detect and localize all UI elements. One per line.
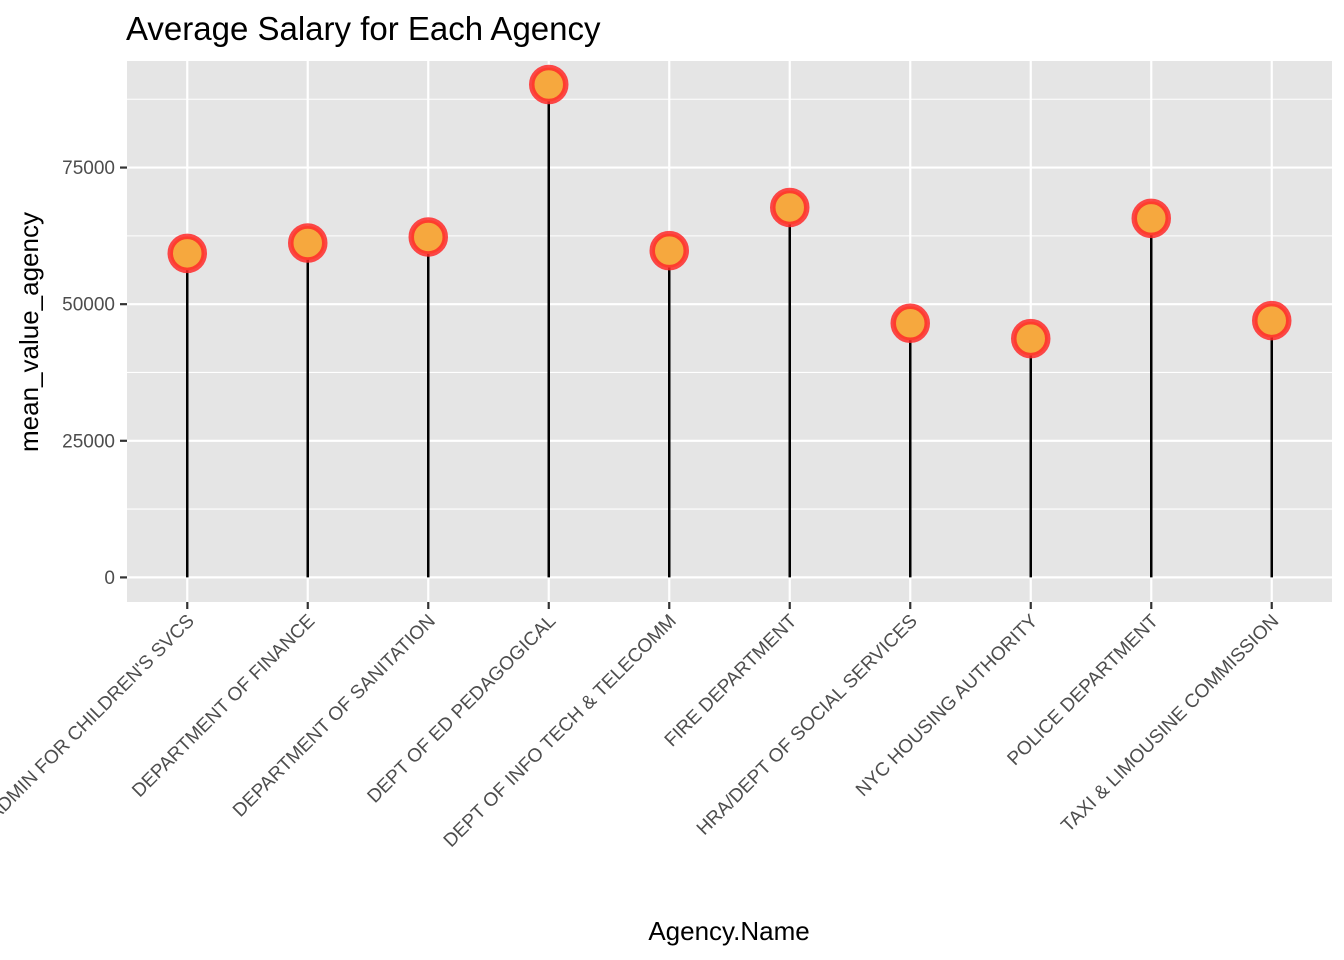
lollipop-point xyxy=(1252,300,1292,341)
x-tick-label: HRA/DEPT OF SOCIAL SERVICES xyxy=(693,611,922,840)
lollipop-point xyxy=(1011,318,1051,359)
y-tick-label: 50000 xyxy=(62,295,115,316)
lollipop-point xyxy=(649,230,689,271)
y-axis: 0 25000 50000 75000 xyxy=(62,158,127,589)
lollipop-point xyxy=(167,233,207,274)
y-tick-label: 75000 xyxy=(62,158,115,179)
points xyxy=(167,64,1292,359)
lollipop-point xyxy=(770,187,810,228)
plot-panel xyxy=(127,61,1332,602)
x-tick-label: DEPT OF ED PEDAGOGICAL xyxy=(364,611,561,808)
x-tick-label: DEPT OF INFO TECH & TELECOMM xyxy=(440,611,681,852)
lollipop-point xyxy=(288,223,328,263)
x-tick-label: TAXI & LIMOUSINE COMMISSION xyxy=(1057,611,1283,837)
lollipop-point xyxy=(408,217,448,257)
lollipop-point xyxy=(890,303,930,344)
lollipop-point xyxy=(529,64,569,105)
y-axis-title: mean_value_agency xyxy=(14,212,44,452)
y-tick-label: 25000 xyxy=(62,431,115,452)
stems xyxy=(186,84,1273,578)
chart-title: Average Salary for Each Agency xyxy=(126,10,601,47)
x-axis-title: Agency.Name xyxy=(648,916,809,946)
x-tick-label: ADMIN FOR CHILDREN'S SVCS xyxy=(0,611,199,825)
lollipop-point xyxy=(1131,198,1171,239)
x-tick-label: FIRE DEPARTMENT xyxy=(661,610,802,751)
y-tick-label: 0 xyxy=(104,568,115,589)
x-tick-label: DEPARTMENT OF SANITATION xyxy=(229,611,440,822)
